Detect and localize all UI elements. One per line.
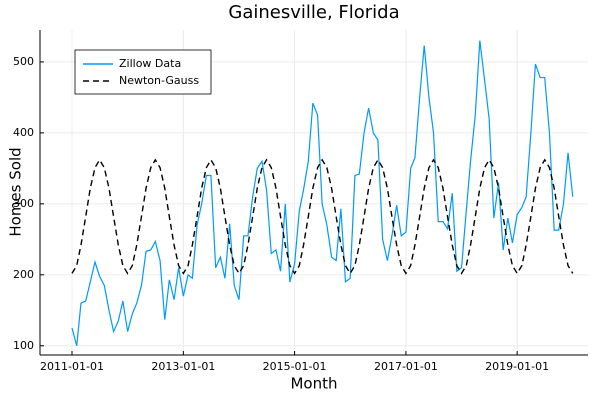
series-line bbox=[71, 40, 574, 346]
y-tick-label: 400 bbox=[13, 126, 34, 139]
y-axis-label: Homes Sold bbox=[7, 147, 25, 236]
series-line bbox=[71, 158, 574, 275]
y-tick-label: 300 bbox=[13, 197, 34, 210]
legend-label: Zillow Data bbox=[119, 57, 181, 70]
legend: Zillow Data Newton-Gauss bbox=[74, 49, 212, 95]
x-tick-label: 2017-01-01 bbox=[374, 360, 438, 373]
x-tick-label: 2019-01-01 bbox=[485, 360, 549, 373]
x-tick-label: 2011-01-01 bbox=[40, 360, 104, 373]
legend-box bbox=[74, 49, 212, 95]
x-tick-label: 2013-01-01 bbox=[151, 360, 215, 373]
x-axis-label: Month bbox=[290, 375, 337, 393]
chart-title: Gainesville, Florida bbox=[228, 2, 399, 23]
y-tick-label: 200 bbox=[13, 268, 34, 281]
y-tick-label: 500 bbox=[13, 55, 34, 68]
y-tick-label: 100 bbox=[13, 339, 34, 352]
x-tick-label: 2015-01-01 bbox=[263, 360, 327, 373]
legend-label: Newton-Gauss bbox=[119, 74, 199, 87]
